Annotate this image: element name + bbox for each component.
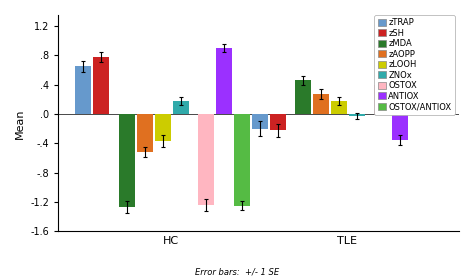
Bar [349, 114, 365, 116]
Bar [173, 101, 189, 114]
Bar [137, 114, 153, 152]
Bar [93, 57, 109, 114]
Bar [410, 83, 426, 114]
Bar [313, 94, 329, 114]
Bar [118, 114, 135, 207]
Y-axis label: Mean: Mean [15, 108, 25, 138]
Bar [295, 80, 311, 114]
Bar [392, 114, 408, 140]
Bar [234, 114, 250, 206]
Bar [270, 114, 285, 130]
Legend: zTRAP, zSH, zMDA, zAOPP, zLOOH, ZNOx, OSTOX, ANTIOX, OSTOX/ANTIOX: zTRAP, zSH, zMDA, zAOPP, zLOOH, ZNOx, OS… [374, 15, 455, 115]
Bar [155, 114, 171, 141]
Bar [75, 66, 91, 114]
Bar [374, 85, 390, 114]
Bar [252, 114, 267, 129]
Bar [216, 48, 232, 114]
Bar [331, 101, 347, 114]
Text: Error bars:  +/- 1 SE: Error bars: +/- 1 SE [195, 268, 279, 277]
Bar [198, 114, 214, 205]
